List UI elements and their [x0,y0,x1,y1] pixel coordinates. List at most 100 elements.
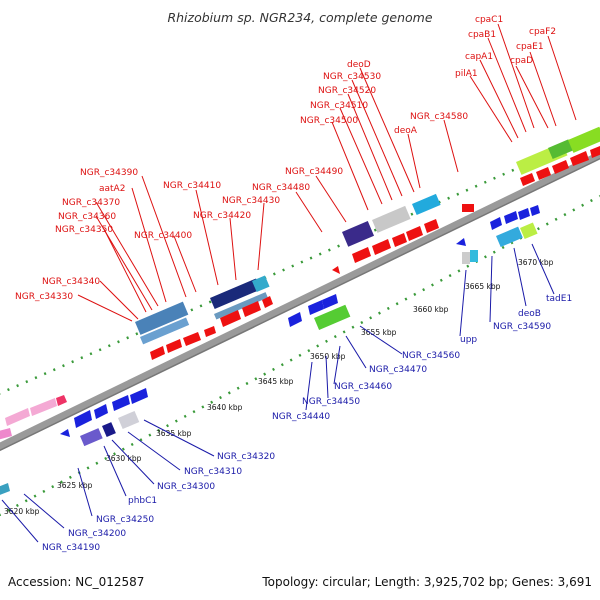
leader-line [131,187,167,303]
gene-label[interactable]: NGR_c34320 [217,452,275,462]
scale-tick-label: 3670 kbp [518,258,554,267]
gene-label[interactable]: NGR_c34590 [493,322,551,332]
gene-feature [424,219,439,233]
gene-label[interactable]: deoA [394,126,418,136]
gene-label[interactable]: NGR_c34400 [134,231,192,241]
leader-line [547,35,577,121]
leader-line [143,419,215,457]
gene-label[interactable]: NGR_c34490 [285,167,343,177]
leader-line [103,228,147,313]
leader-line [331,121,369,211]
gene-label[interactable]: NGR_c34190 [42,543,100,553]
forward-leader-lines [77,23,577,322]
leader-line [487,37,527,133]
gene-label[interactable]: NGR_c34450 [302,397,360,407]
gene-feature [220,310,241,327]
leader-line [103,445,127,497]
gene-feature [352,247,371,263]
gene-label[interactable]: cpaC1 [475,15,503,25]
leader-line [489,255,493,323]
gene-label[interactable]: NGR_c34520 [318,86,376,96]
gene-label[interactable]: aatA2 [99,184,125,194]
gene-label[interactable]: NGR_c34560 [402,351,460,361]
reverse-gene-labels: NGR_c34190 NGR_c34200 NGR_c34250 phbC1 N… [42,294,572,553]
gene-label[interactable]: NGR_c34360 [58,212,116,222]
gene-label[interactable]: NGR_c34390 [80,168,138,178]
gene-label[interactable]: NGR_c34300 [157,482,215,492]
gene-feature [102,422,116,438]
gene-feature [372,239,391,255]
gene-feature [520,222,538,240]
gene-label[interactable]: deoD [347,60,371,70]
leader-line [515,65,549,129]
gene-label[interactable]: NGR_c34440 [272,412,330,422]
leader-line [173,235,197,293]
gene-label[interactable]: NGR_c34460 [334,382,392,392]
gene-label[interactable]: upp [460,335,477,345]
gene-label[interactable]: phbC1 [128,496,157,506]
gene-feature [183,332,201,346]
scale-ticks: 3620 kbp 3625 kbp 3630 kbp 3635 kbp 3640… [4,258,554,516]
gene-feature [0,428,12,440]
leader-line [141,175,187,298]
gene-feature [150,346,165,360]
gene-feature [308,300,324,315]
gene-label[interactable]: NGR_c34250 [96,515,154,525]
leader-line [195,189,219,286]
gene-feature [214,292,268,320]
gene-label[interactable]: NGR_c34580 [410,112,468,122]
gene-label[interactable]: tadE1 [546,294,572,304]
leader-line [529,51,557,127]
scale-tick-label: 3650 kbp [310,352,346,361]
gene-feature [392,233,407,247]
leader-line [77,467,93,517]
gene-feature [536,167,551,180]
gene-label[interactable]: deoB [518,309,541,319]
leader-line [111,439,155,485]
leader-line [407,133,421,189]
gene-label[interactable]: NGR_c34310 [184,467,242,477]
leader-line [95,201,159,307]
leader-line [315,175,347,223]
gene-label[interactable]: NGR_c34370 [62,198,120,208]
gene-label[interactable]: NGR_c34200 [68,529,126,539]
leader-line [531,243,555,295]
gene-label[interactable]: NGR_c34500 [300,116,358,126]
leader-line [443,119,459,173]
gene-feature [548,139,573,160]
gene-label[interactable]: cpaD [510,56,533,66]
gene-feature [210,278,261,310]
gene-feature [204,326,216,337]
gene-label[interactable]: NGR_c34420 [193,211,251,221]
leader-line [257,202,265,271]
gene-feature [520,173,535,186]
gene-feature [74,410,92,428]
gene-label[interactable]: capA1 [465,52,493,62]
leader-line [359,67,415,193]
gene-label[interactable]: NGR_c34330 [15,292,73,302]
leader-line [229,217,237,281]
gene-feature [462,252,470,264]
gene-label[interactable]: NGR_c34340 [42,277,100,287]
gene-label[interactable]: cpaE1 [516,42,544,52]
gene-label[interactable]: NGR_c34530 [323,72,381,82]
gene-feature [568,126,600,153]
gene-label[interactable]: NGR_c34350 [55,225,113,235]
gene-feature [140,317,190,345]
gene-feature [242,301,261,317]
gene-feature [456,238,466,246]
gene-label[interactable]: cpaF2 [529,27,556,37]
leader-line [339,107,383,205]
gene-label[interactable]: NGR_c34470 [369,365,427,375]
gene-label[interactable]: NGR_c34480 [252,183,310,193]
gene-label[interactable]: NGR_c34510 [310,101,368,111]
gene-label[interactable]: NGR_c34410 [163,181,221,191]
gene-feature [135,301,189,335]
gene-label[interactable]: pilA1 [455,69,478,79]
gene-label[interactable]: cpaB1 [468,30,496,40]
gene-feature [530,205,540,216]
gene-feature [112,395,130,411]
leader-line [469,75,513,143]
gene-label[interactable]: NGR_c34430 [222,196,280,206]
gene-feature [342,221,375,247]
